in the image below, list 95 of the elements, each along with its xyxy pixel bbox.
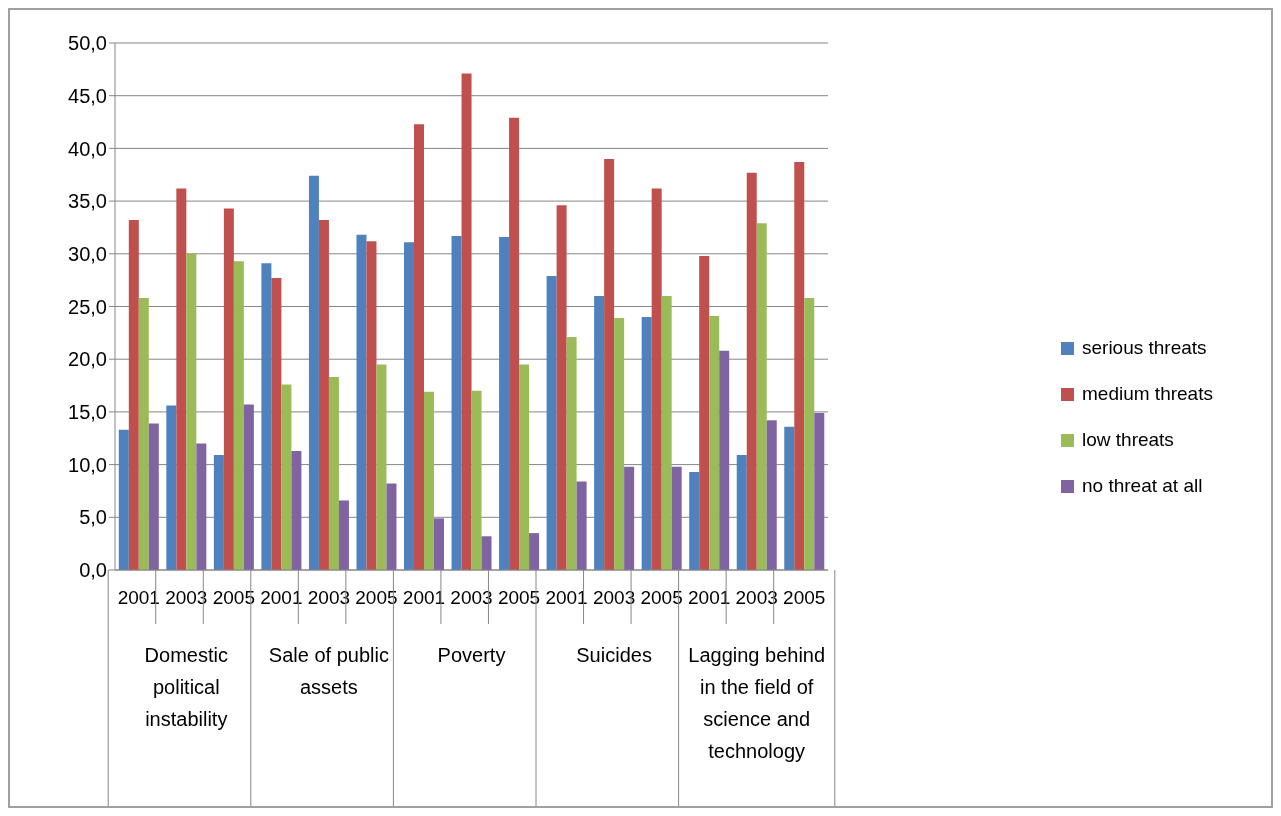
bar	[328, 377, 339, 570]
bar	[308, 175, 319, 570]
x-tick-label: 2003	[450, 587, 493, 608]
bar	[689, 471, 700, 570]
bar	[338, 500, 349, 570]
bar	[546, 275, 557, 570]
bar	[138, 298, 149, 570]
y-tick-label: 15,0	[68, 401, 107, 423]
bar	[291, 450, 302, 570]
y-tick-label: 30,0	[68, 242, 107, 265]
bar	[784, 426, 795, 570]
bar	[641, 317, 652, 570]
y-tick-label: 35,0	[68, 190, 107, 213]
bar	[766, 420, 777, 570]
bar	[243, 404, 254, 570]
bar	[176, 188, 187, 570]
bar	[556, 205, 567, 570]
y-tick-label: 20,0	[68, 348, 107, 371]
bar	[661, 295, 672, 570]
bar	[261, 263, 272, 570]
x-tick-label: 2005	[497, 587, 541, 608]
text: Domestic political instability	[144, 644, 228, 730]
bar	[794, 162, 805, 570]
x-tick-label: 2001	[688, 587, 731, 608]
bar	[386, 483, 397, 570]
x-tick-label: 2005	[783, 587, 826, 608]
bar	[166, 405, 177, 570]
bar	[186, 253, 197, 570]
bar	[148, 423, 159, 570]
bar	[196, 443, 207, 570]
x-tick-label: 2003	[735, 587, 778, 608]
bar	[614, 318, 625, 570]
bar	[756, 223, 767, 570]
bar	[509, 117, 520, 570]
bar	[434, 518, 444, 570]
bar	[519, 364, 530, 570]
bar	[566, 337, 577, 570]
bar	[624, 466, 635, 570]
legend-label: serious threats	[1082, 337, 1207, 359]
bar	[128, 220, 139, 570]
legend-label: no threat at all	[1082, 475, 1203, 497]
bar	[529, 533, 540, 570]
x-tick-label: 2005	[355, 587, 398, 608]
x-tick-label: 2003	[592, 587, 636, 608]
bar	[481, 536, 492, 570]
x-tick-label: 2003	[165, 587, 208, 608]
legend-label: low threats	[1082, 429, 1174, 451]
bar	[576, 481, 587, 570]
x-tick-label: 2001	[402, 587, 446, 608]
y-tick-label: 40,0	[68, 137, 107, 160]
bar	[213, 455, 224, 570]
bar	[699, 255, 710, 570]
bar	[281, 384, 292, 570]
x-tick-label: 2005	[212, 587, 255, 608]
y-tick-label: 50,0	[68, 32, 107, 55]
bar	[814, 412, 825, 570]
x-tick-label: 2001	[260, 587, 303, 608]
legend-label: medium threats	[1082, 383, 1213, 405]
text: Suicides	[576, 644, 652, 666]
bar	[271, 278, 282, 570]
bar	[451, 235, 462, 570]
bar	[746, 172, 757, 570]
x-tick-label: 2003	[307, 587, 351, 608]
bar	[356, 234, 367, 570]
bar	[366, 241, 377, 570]
bar	[424, 391, 434, 570]
bar	[118, 429, 129, 570]
bar	[671, 466, 682, 570]
bar	[736, 455, 747, 570]
text: Lagging behind in the field of science and technology	[688, 644, 826, 762]
bar	[709, 315, 720, 570]
y-tick-label: 25,0	[68, 295, 107, 318]
bar	[223, 208, 234, 570]
x-tick-label: 2001	[545, 587, 588, 608]
y-tick-label: 10,0	[68, 453, 107, 476]
y-tick-label: 45,0	[68, 84, 107, 107]
text: Poverty	[437, 644, 506, 666]
bar	[414, 124, 424, 570]
bar	[604, 158, 615, 570]
bar	[471, 390, 482, 570]
bar	[594, 295, 605, 570]
bar	[804, 298, 815, 570]
y-tick-label: 0,0	[79, 559, 107, 582]
bar	[318, 220, 329, 570]
bar	[461, 73, 472, 570]
text: Sale of public assets	[268, 644, 389, 698]
bar	[719, 350, 730, 570]
x-tick-label: 2005	[640, 587, 683, 608]
x-tick-label: 2001	[117, 587, 160, 608]
bar	[404, 242, 414, 570]
bar	[376, 364, 387, 570]
bar	[651, 188, 662, 570]
y-tick-label: 5,0	[79, 506, 107, 529]
bar	[499, 236, 510, 570]
bar	[233, 261, 244, 570]
